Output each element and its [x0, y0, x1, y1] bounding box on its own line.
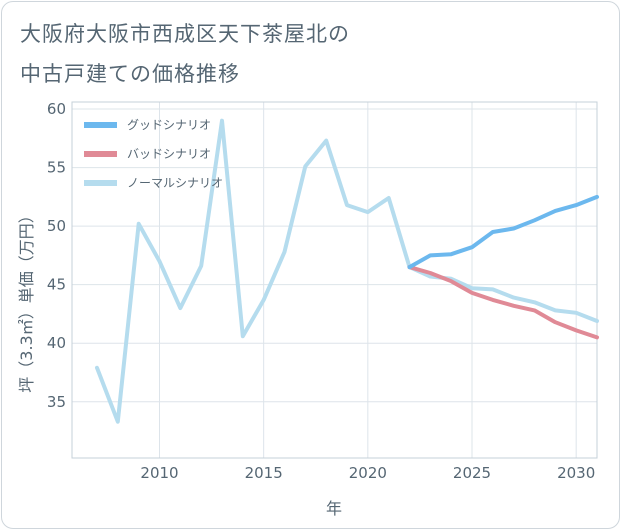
plot-area-border	[71, 101, 598, 459]
legend-label: ノーマルシナリオ	[127, 176, 223, 190]
y-axis-label: 坪（3.3㎡）単価（万円）	[17, 207, 36, 392]
chart-title-line1: 大阪府大阪市西成区天下茶屋北の	[20, 22, 350, 46]
x-tick-label: 2010	[140, 464, 178, 482]
x-axis-label: 年	[326, 499, 342, 518]
y-tick-label: 45	[47, 276, 66, 294]
y-tick-label: 60	[47, 100, 66, 118]
series-line-0	[407, 194, 599, 270]
x-tick-label: 2030	[557, 464, 595, 482]
series-line-2	[95, 118, 599, 424]
x-tick-label: 2020	[349, 464, 387, 482]
series-lines	[95, 118, 599, 424]
x-tick-label: 2015	[245, 464, 283, 482]
y-tick-label: 40	[47, 334, 66, 352]
chart-title-line2: 中古戸建ての価格推移	[20, 62, 240, 86]
y-tick-label: 50	[47, 217, 66, 235]
legend-label: グッドシナリオ	[127, 118, 211, 132]
legend-label: バッドシナリオ	[127, 147, 211, 161]
y-tick-label: 55	[47, 159, 66, 177]
x-tick-label: 2025	[453, 464, 491, 482]
axis-ticks: 2010 2015 2020 2025 2030 35 40 45 50 55 60	[47, 100, 595, 482]
y-tick-label: 35	[47, 393, 66, 411]
grid-lines	[72, 102, 597, 458]
series-line-1	[407, 265, 599, 340]
